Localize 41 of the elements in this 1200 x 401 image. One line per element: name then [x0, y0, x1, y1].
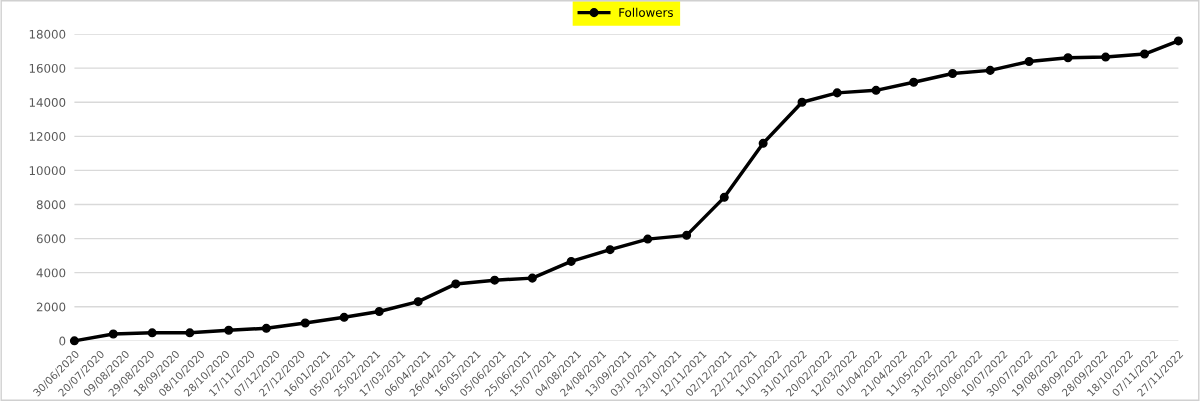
point: [374, 307, 384, 317]
y-tick-label: 0: [59, 336, 66, 346]
point: [948, 68, 958, 78]
y-tick-label: 4000: [36, 268, 66, 278]
y-tick-label: 12000: [29, 132, 66, 141]
point: [566, 256, 576, 266]
point: [643, 234, 653, 244]
point: [185, 328, 195, 338]
point: [985, 65, 995, 75]
point: [69, 336, 79, 346]
y-tick-label: 18000: [29, 29, 66, 39]
y-tick-label: 16000: [29, 63, 66, 73]
point: [527, 273, 537, 283]
point: [832, 88, 842, 98]
point: [1140, 49, 1150, 59]
point: [758, 138, 768, 148]
point: [605, 245, 615, 255]
point: [719, 192, 729, 202]
point: [490, 275, 500, 285]
point: [300, 318, 310, 328]
point: [909, 77, 919, 87]
point: [451, 279, 461, 289]
y-tick-label: 2000: [36, 302, 66, 312]
point: [224, 325, 234, 335]
point: [682, 230, 692, 240]
y-tick-label: 6000: [36, 234, 66, 244]
y-tick-label: 10000: [29, 166, 66, 176]
point: [1173, 36, 1183, 46]
point: [1101, 52, 1111, 62]
point: [261, 323, 271, 333]
y-tick-label: 8000: [36, 200, 66, 210]
point: [147, 328, 157, 338]
legend-label: Followers: [619, 7, 673, 17]
point: [871, 85, 881, 95]
point: [797, 97, 807, 107]
point: [1063, 53, 1073, 63]
point: [108, 329, 118, 339]
point: [339, 312, 349, 322]
point: [413, 297, 423, 307]
point: [1024, 57, 1034, 67]
y-tick-label: 14000: [29, 97, 66, 107]
